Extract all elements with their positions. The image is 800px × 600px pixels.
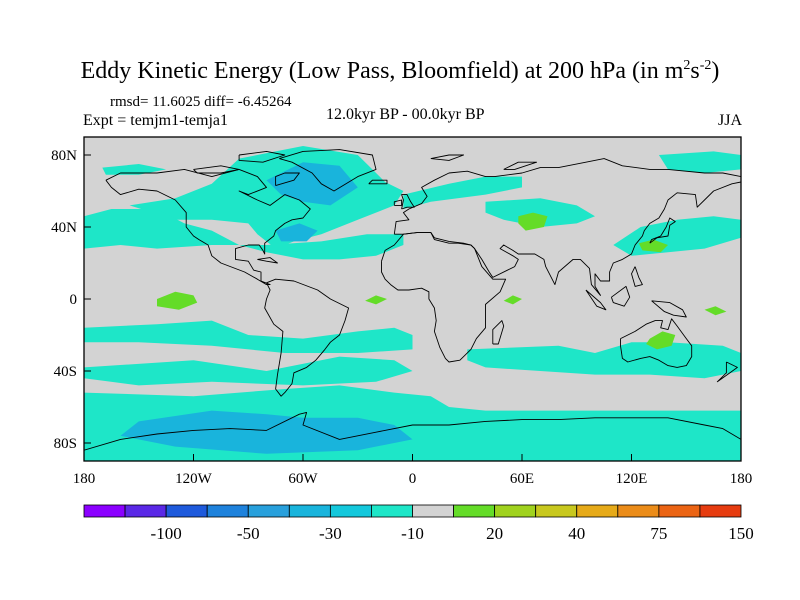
coastline-6 [620,318,693,368]
colorbar-box-3 [206,504,249,518]
x-tick-label-1: 120W [175,471,213,487]
colorbar-box-11 [535,504,578,518]
coastline-1 [279,149,377,192]
coastline-13 [610,285,631,307]
map-plot-area [83,136,742,462]
colorbar-label-5: 40 [568,524,585,543]
colorbar-label-3: -10 [401,524,424,543]
coastline-8 [401,194,415,210]
coastline-3 [393,158,741,296]
colorbar-label-4: 20 [486,524,503,543]
colorbar-label-0: -100 [151,524,182,543]
coastline-2 [264,278,350,397]
anomaly-region-4 [120,410,413,454]
title-main-text: Eddy Kinetic Energy (Low Pass, Bloomfiel… [80,58,684,84]
colorbar-box-6 [329,504,372,518]
anomaly-region-18 [638,239,668,253]
experiment-label: Expt = temjm1-temja1 [83,112,228,129]
title-end-text: ) [711,58,720,84]
anomaly-region-10 [102,164,167,175]
colorbar-box-5 [288,504,331,518]
anomaly-region-11 [658,151,741,173]
colorbar-box-1 [124,504,167,518]
y-axis: 80N 40N 0 40S 80S [51,148,91,452]
anomaly-region-16 [503,295,522,305]
anomaly-region-8 [485,198,595,227]
coastline-21 [503,161,538,170]
chart-title: Eddy Kinetic Energy (Low Pass, Bloomfiel… [0,58,800,85]
coastline-12 [585,289,607,311]
anomaly-region-17 [518,212,548,231]
coastline-0 [105,168,311,286]
colorbar-box-2 [165,504,208,518]
colorbar-box-8 [412,504,454,518]
title-superscript-1: 2 [683,58,691,73]
y-tick-label-0: 80N [51,148,77,164]
colorbar-box-10 [494,504,537,518]
x-axis: 180 120W 60W 0 60E 120E 180 [73,454,753,487]
colorbar-label-7: 150 [728,524,754,543]
anomaly-region-0 [84,320,413,353]
anomaly-region-7 [403,176,522,209]
anomaly-region-2 [467,342,741,379]
colorbar-label-6: 75 [650,524,667,543]
coastline-4 [381,231,507,363]
colorbar-box-15 [699,504,742,518]
coastline-18 [193,165,240,174]
coastline-22 [631,266,643,287]
x-tick-label-3: 0 [409,471,417,487]
title-mid-text: s [690,58,700,84]
colorbar-box-7 [371,504,413,518]
colorbar-box-14 [658,504,701,518]
coastline-17 [275,172,300,187]
coastline-20 [430,154,465,161]
coastline-11 [649,217,676,244]
coastlines [84,149,741,451]
anomaly-region-13 [275,223,318,242]
period-label: 12.0kyr BP - 00.0kyr BP [326,106,485,123]
colorbar-box-4 [247,504,290,518]
season-label: JJA [717,112,742,129]
y-tick-label-4: 80S [54,436,77,452]
anomaly-region-19 [646,331,676,350]
coastline-16 [257,257,278,264]
coastline-15 [716,361,738,383]
colorbar-box-0 [83,504,126,518]
x-tick-label-2: 60W [288,471,318,487]
x-tick-label-5: 120E [616,471,648,487]
colorbar-box-13 [617,504,660,518]
colorbar-label-1: -50 [237,524,260,543]
colorbar-box-12 [576,504,619,518]
anomaly-region-15 [365,295,387,305]
y-tick-label-2: 0 [70,292,78,308]
anomaly-region-1 [84,356,413,386]
colorbar-label-2: -30 [319,524,342,543]
y-tick-label-1: 40N [51,220,77,236]
colorbar: -100 -50 -30 -10 20 40 75 150 [83,504,754,543]
x-tick-label-6: 180 [730,471,753,487]
coastline-14 [651,300,687,318]
anomaly-regions [84,146,741,461]
y-tick-label-3: 40S [54,364,77,380]
anomaly-region-14 [157,291,198,310]
coastline-7 [84,411,741,451]
coastline-9 [393,199,403,206]
coastline-5 [492,320,505,345]
stats-text: rmsd= 11.6025 diff= -6.45264 [110,94,292,110]
anomaly-region-20 [704,306,727,316]
coastline-19 [238,150,286,163]
x-tick-label-4: 60E [510,471,534,487]
anomaly-region-6 [84,209,404,260]
title-superscript-2: -2 [699,58,712,73]
x-tick-label-0: 180 [73,471,96,487]
colorbar-box-9 [453,504,496,518]
coastline-10 [368,179,388,185]
